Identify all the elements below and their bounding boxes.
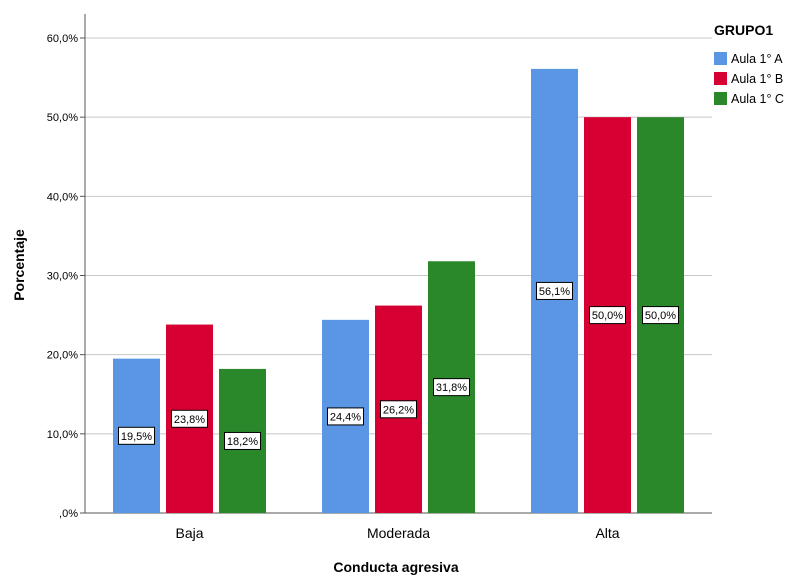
y-tick-label: 50,0% xyxy=(47,112,78,124)
data-label-box xyxy=(171,409,208,428)
data-labels: 19,5% 23,8% 18,2% 24,4% 26,2% 31,8% 56,1% 50,0%… xyxy=(118,281,679,450)
data-label: 56,1% xyxy=(539,286,570,298)
legend-label: Aula 1° C xyxy=(731,92,784,106)
legend-swatch xyxy=(714,72,727,85)
data-label: 18,2% xyxy=(227,436,258,448)
y-tick-label: 10,0% xyxy=(47,429,78,441)
data-label-box xyxy=(118,426,155,445)
data-label: 19,5% xyxy=(121,431,152,443)
y-tick-label: ,0% xyxy=(59,508,78,520)
y-axis-title: Porcentaje xyxy=(11,229,27,301)
data-label-box xyxy=(536,281,573,300)
bars xyxy=(113,68,684,514)
y-tick-label: 20,0% xyxy=(47,350,78,362)
data-label-box xyxy=(642,306,679,325)
legend-title: GRUPO1 xyxy=(714,22,773,38)
data-label-box xyxy=(589,306,626,325)
legend: GRUPO1 Aula 1° A Aula 1° B Aula 1° C xyxy=(714,22,784,106)
data-label: 50,0% xyxy=(645,310,676,322)
legend-label: Aula 1° B xyxy=(731,72,783,86)
x-tick-label: Moderada xyxy=(367,525,430,541)
data-label: 23,8% xyxy=(174,414,205,426)
x-tick-label: Alta xyxy=(595,525,619,541)
data-label-box xyxy=(327,407,364,426)
data-label-box xyxy=(433,378,470,397)
data-label: 24,4% xyxy=(330,411,361,423)
data-label-box xyxy=(224,431,261,450)
x-axis-title: Conducta agresiva xyxy=(333,559,458,575)
data-label: 31,8% xyxy=(436,382,467,394)
legend-swatch xyxy=(714,52,727,65)
y-tick-label: 30,0% xyxy=(47,271,78,283)
x-tick-label: Baja xyxy=(175,525,203,541)
data-label-box xyxy=(380,400,417,419)
y-tick-label: 40,0% xyxy=(47,191,78,203)
legend-swatch xyxy=(714,92,727,105)
data-label: 26,2% xyxy=(383,404,414,416)
data-label: 50,0% xyxy=(592,310,623,322)
legend-label: Aula 1° A xyxy=(731,52,783,66)
y-tick-label: 60,0% xyxy=(47,33,78,45)
